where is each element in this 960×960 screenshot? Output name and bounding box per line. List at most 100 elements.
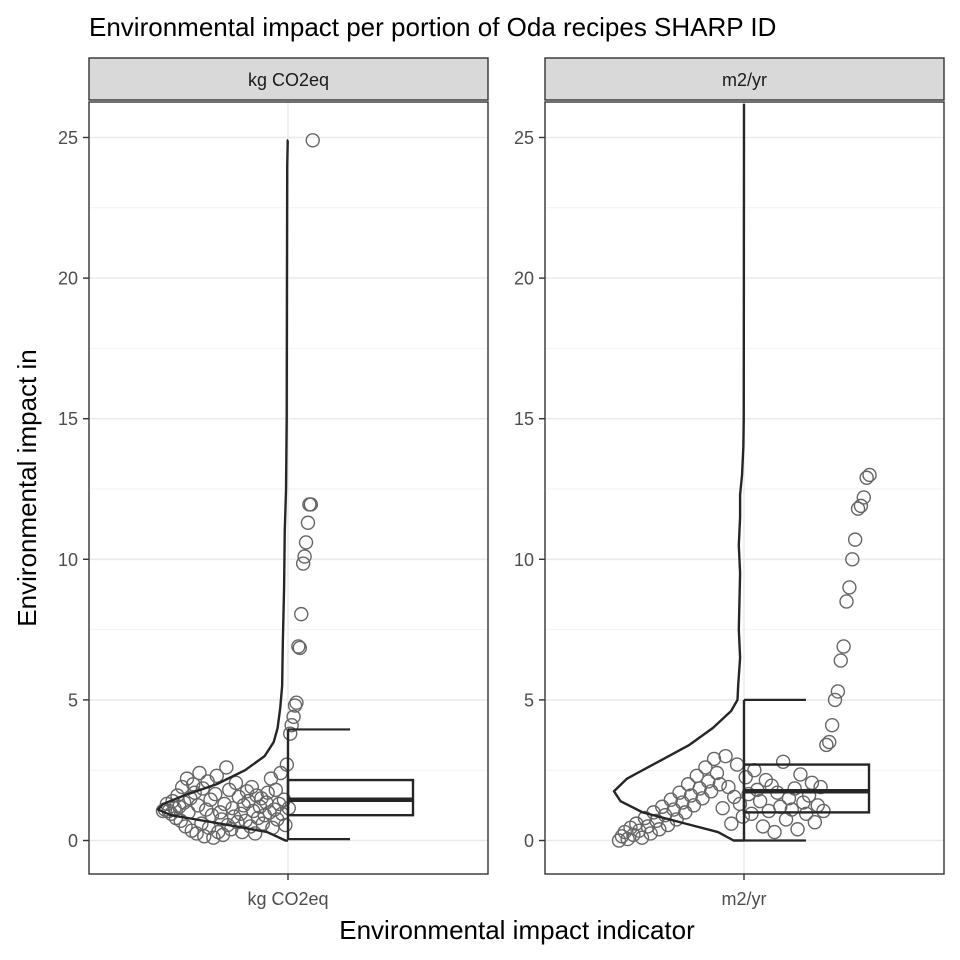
- data-point: [219, 760, 234, 775]
- data-point: [853, 498, 869, 514]
- y-tick-label: 10: [58, 550, 78, 570]
- data-point: [631, 823, 647, 838]
- data-point: [842, 580, 857, 595]
- data-point: [850, 501, 866, 516]
- data-point: [291, 639, 306, 654]
- data-point: [286, 709, 301, 724]
- violin-outline: [156, 139, 289, 842]
- data-point: [672, 785, 687, 800]
- data-point: [787, 781, 802, 796]
- data-point: [305, 133, 320, 148]
- x-axis-title: Environmental impact indicator: [339, 915, 695, 945]
- data-point: [724, 816, 739, 831]
- data-point: [807, 815, 823, 830]
- data-point: [775, 754, 791, 769]
- data-point: [856, 490, 871, 505]
- data-point: [847, 532, 863, 547]
- data-point: [859, 470, 874, 485]
- data-point: [738, 770, 753, 785]
- x-tick-label: kg CO2eq: [247, 889, 328, 909]
- data-point: [752, 793, 768, 809]
- y-tick-label: 20: [514, 269, 534, 289]
- y-tick-label: 5: [524, 690, 534, 710]
- y-tick-label: 10: [514, 550, 534, 570]
- y-tick-label: 5: [68, 690, 78, 710]
- data-point: [698, 760, 713, 775]
- data-point: [663, 792, 679, 807]
- data-point: [695, 791, 710, 806]
- y-tick-label: 25: [514, 128, 534, 148]
- data-point: [718, 748, 733, 764]
- data-point: [830, 684, 846, 699]
- data-point: [300, 515, 316, 530]
- data-point: [655, 799, 670, 814]
- y-tick-label: 20: [58, 269, 78, 289]
- y-tick-label: 15: [514, 409, 534, 429]
- data-point: [703, 784, 719, 799]
- data-point: [212, 805, 228, 820]
- data-point: [295, 556, 311, 571]
- data-point: [666, 802, 681, 817]
- data-point: [278, 817, 293, 833]
- facet-panel-0: kg CO2eq 0 5 10 15 20 25 kg CO2eq: [58, 57, 489, 909]
- data-point: [686, 798, 702, 813]
- data-point: [839, 594, 854, 609]
- data-point: [819, 737, 834, 753]
- facet-strip: [544, 57, 945, 101]
- data-point: [247, 826, 263, 841]
- data-point: [701, 774, 716, 789]
- data-point: [239, 784, 255, 799]
- data-point: [799, 806, 814, 821]
- data-point: [827, 692, 843, 708]
- chart-title: Environmental impact per portion of Oda …: [89, 12, 776, 42]
- data-point: [706, 751, 722, 767]
- data-point: [289, 695, 304, 710]
- facet-strip: [88, 57, 489, 101]
- data-point: [174, 779, 190, 795]
- data-point: [767, 824, 782, 840]
- data-point: [209, 768, 224, 784]
- data-point: [813, 779, 828, 795]
- data-point: [195, 781, 211, 796]
- data-point: [297, 549, 312, 564]
- data-point: [692, 781, 707, 796]
- data-point: [284, 718, 299, 733]
- violin-outline: [612, 103, 746, 842]
- data-point: [217, 796, 232, 812]
- data-point: [186, 777, 201, 792]
- y-tick-label: 0: [68, 831, 78, 851]
- data-point: [197, 829, 212, 844]
- data-point: [298, 535, 314, 550]
- facet-strip-label: m2/yr: [722, 70, 767, 90]
- data-point: [190, 798, 206, 813]
- data-point: [862, 467, 877, 483]
- box-iqr: [742, 763, 871, 814]
- data-point: [709, 765, 725, 781]
- data-point: [283, 726, 298, 741]
- data-point: [244, 779, 260, 795]
- data-point: [824, 718, 840, 733]
- data-point: [816, 803, 831, 819]
- data-point: [294, 606, 309, 622]
- data-point: [712, 777, 727, 792]
- data-point: [790, 822, 805, 837]
- data-point: [643, 826, 658, 841]
- data-point: [836, 639, 851, 654]
- data-point: [784, 802, 799, 817]
- data-point: [634, 830, 650, 845]
- data-point: [793, 767, 808, 782]
- data-point: [271, 796, 287, 812]
- data-point: [303, 497, 319, 512]
- data-point: [292, 640, 307, 656]
- data-point: [715, 800, 730, 816]
- data-point: [228, 775, 244, 791]
- facet-panel-1: m2/yr 0 5 10 15 20 25 m2/yr: [514, 57, 945, 909]
- data-point: [260, 785, 275, 800]
- data-point: [208, 786, 223, 802]
- data-point: [833, 653, 848, 668]
- data-point: [822, 734, 837, 750]
- data-point: [287, 698, 303, 713]
- data-point: [741, 786, 756, 802]
- y-tick-label: 15: [58, 409, 78, 429]
